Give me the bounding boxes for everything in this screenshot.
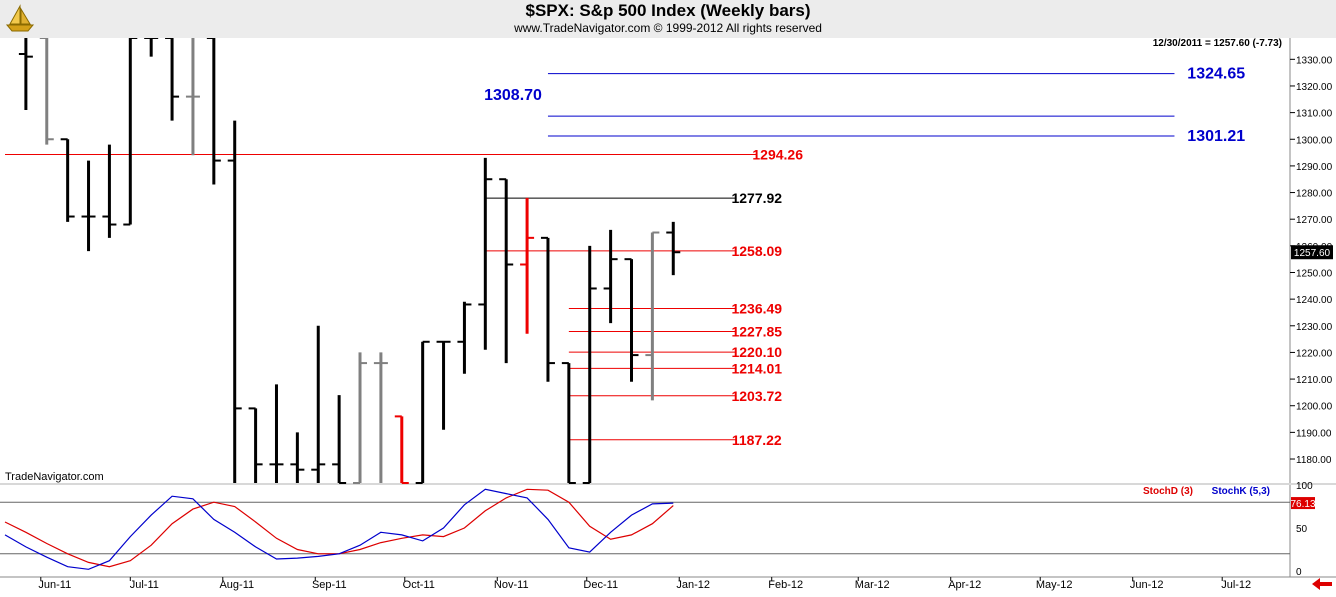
x-tick-label: Jun-11 <box>38 579 71 591</box>
price-tick-label: 1250.00 <box>1296 268 1333 279</box>
x-tick-label: Jul-11 <box>130 579 159 591</box>
chart-title: $SPX: S&p 500 Index (Weekly bars) <box>525 1 811 20</box>
level-label: 1308.70 <box>484 87 542 104</box>
price-tick-label: 1190.00 <box>1296 428 1332 439</box>
level-label: 1220.10 <box>731 344 782 360</box>
last-bar-info: 12/30/2011 = 1257.60 (-7.73) <box>1153 38 1282 49</box>
stoch-legend-item: StochD (3) <box>1143 486 1193 497</box>
x-tick-label: Apr-12 <box>948 579 981 591</box>
x-tick-label: May-12 <box>1036 579 1073 591</box>
price-tick-label: 1300.00 <box>1296 135 1333 146</box>
level-label: 1203.72 <box>731 388 782 404</box>
stoch-value-badge <box>1291 497 1315 510</box>
level-label: 1324.65 <box>1187 66 1245 83</box>
stoch-legend-item: StochK (5,3) <box>1212 486 1270 497</box>
stoch-series-line <box>4 488 674 570</box>
watermark-label: TradeNavigator.com <box>5 471 104 483</box>
sailboat-logo-icon <box>4 3 36 35</box>
scroll-left-arrow-icon <box>1312 578 1332 590</box>
x-tick-label: Jun-12 <box>1130 579 1164 591</box>
level-label: 1236.49 <box>731 300 782 316</box>
panel-separator <box>0 483 1336 485</box>
price-tick-label: 1320.00 <box>1296 82 1333 93</box>
price-tick-label: 1210.00 <box>1296 375 1333 386</box>
price-tick-label: 1220.00 <box>1296 348 1333 359</box>
level-label: 1187.22 <box>732 432 782 448</box>
x-tick-label: Sep-11 <box>312 579 347 591</box>
scroll-left-button[interactable] <box>1310 576 1334 592</box>
stoch-tick-label: 100 <box>1296 481 1313 492</box>
price-tick-label: 1240.00 <box>1296 295 1333 306</box>
last-price-badge-label: 1257.60 <box>1294 248 1331 259</box>
stoch-tick-label: 0 <box>1296 567 1302 578</box>
last-price-badge <box>1291 245 1333 260</box>
x-tick-label: Nov-11 <box>494 579 529 591</box>
stoch-tick-label: 50 <box>1296 524 1308 535</box>
price-tick-label: 1330.00 <box>1296 55 1333 66</box>
price-tick-label: 1290.00 <box>1296 162 1333 173</box>
level-label: 1294.26 <box>752 147 803 163</box>
x-tick-label: Aug-11 <box>219 579 254 591</box>
price-chart-area[interactable]: 1324.65 1308.70 1301.21 1294.26 1277.92 1258.… <box>0 38 1336 594</box>
level-label: 1214.01 <box>731 360 782 376</box>
price-tick-label: 1280.00 <box>1296 189 1333 200</box>
level-label: 1301.21 <box>1187 128 1245 145</box>
level-label: 1277.92 <box>731 190 782 206</box>
level-label: 1258.09 <box>731 243 782 259</box>
copyright-subtitle: www.TradeNavigator.com © 1999-2012 All r… <box>514 21 822 35</box>
price-tick-label: 1230.00 <box>1296 322 1333 333</box>
x-tick-label: Jan-12 <box>676 579 710 591</box>
level-label: 1227.85 <box>731 324 782 340</box>
x-tick-label: Jul-12 <box>1221 579 1251 591</box>
price-tick-label: 1200.00 <box>1296 402 1333 413</box>
x-tick-label: Feb-12 <box>768 579 803 591</box>
price-tick-label: 1270.00 <box>1296 215 1333 226</box>
stoch-value-badge-label: 76.13 <box>1290 499 1315 510</box>
x-tick-label: Oct-11 <box>403 579 435 591</box>
price-tick-label: 1310.00 <box>1296 109 1333 120</box>
x-tick-label: Dec-11 <box>583 579 618 591</box>
price-tick-label: 1180.00 <box>1296 455 1332 466</box>
chart-header: $SPX: S&p 500 Index (Weekly bars) www.Tr… <box>0 0 1336 38</box>
x-tick-label: Mar-12 <box>855 579 890 591</box>
